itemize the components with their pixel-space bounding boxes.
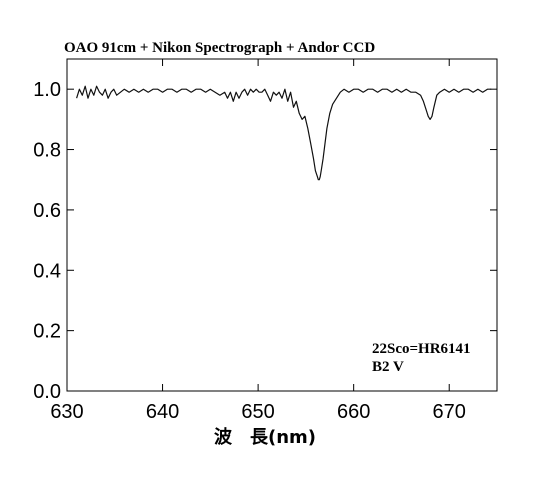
x-axis-label: 波 長(nm) [214,426,316,448]
x-tick-label: 650 [241,401,274,423]
plot-frame [66,58,498,392]
y-tick-label: 1.0 [33,79,61,101]
spectral-type-annotation: B2 V [372,359,404,375]
y-tick-label: 0.0 [33,381,61,403]
y-tick-label: 0.8 [33,140,61,162]
chart-title: OAO 91cm + Nikon Spectrograph + Andor CC… [64,40,375,56]
x-tick-label: 630 [50,401,83,423]
star-id-annotation: 22Sco=HR6141 [372,341,471,357]
x-tick-label: 640 [146,401,179,423]
y-axis: 0.0 0.2 0.4 0.6 0.8 1.0 [33,79,497,403]
x-tick-label: 660 [337,401,370,423]
y-tick-label: 0.4 [33,260,61,282]
y-tick-label: 0.2 [33,321,61,343]
spectrum-line [76,85,492,181]
y-tick-label: 0.6 [33,200,61,222]
x-tick-label: 670 [433,401,466,423]
x-axis: 630 640 650 660 670 [50,59,466,423]
